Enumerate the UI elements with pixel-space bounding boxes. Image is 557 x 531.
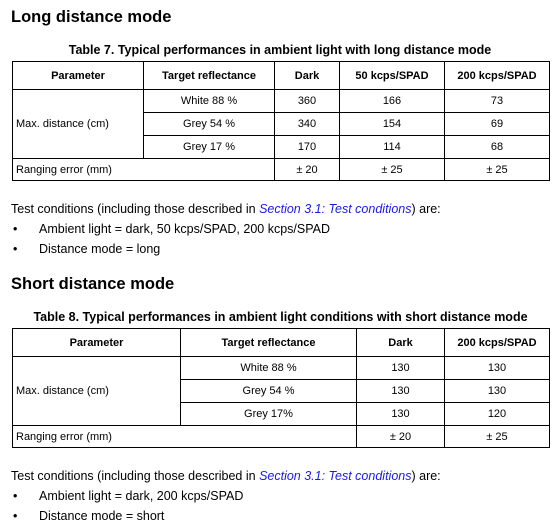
bullet-icon: • — [13, 509, 18, 523]
ranging-error-label: Ranging error (mm) — [12, 158, 275, 181]
header-parameter: Parameter — [12, 328, 181, 357]
table-long: Parameter Target reflectance Dark 50 kcp… — [12, 61, 550, 181]
section-title-short: Short distance mode — [11, 275, 175, 293]
list-item-text: Distance mode = short — [39, 509, 165, 523]
table-short: Parameter Target reflectance Dark 200 kc… — [12, 328, 550, 448]
list-item-text: Ambient light = dark, 50 kcps/SPAD, 200 … — [39, 222, 330, 236]
test-conditions-long: Test conditions (including those describ… — [11, 199, 441, 219]
conditions-list-long: • Ambient light = dark, 50 kcps/SPAD, 200… — [11, 219, 330, 259]
cell-value: 130 — [444, 356, 550, 380]
ranging-error-label: Ranging error (mm) — [12, 425, 357, 448]
list-item-text: Distance mode = long — [39, 242, 161, 256]
header-target-reflectance: Target reflectance — [143, 61, 275, 90]
cell-value: ± 25 — [339, 158, 445, 181]
test-conditions-prefix: Test conditions (including those describ… — [11, 202, 260, 216]
table-row: Max. distance (cm) White 88 % 130 130 — [12, 356, 550, 426]
cell-value: 114 — [339, 135, 445, 159]
table-row: Grey 54 % 130 130 — [13, 379, 550, 403]
cell-value: ± 20 — [274, 158, 340, 181]
cell-reflectance: White 88 % — [180, 356, 357, 380]
table-header-row: Parameter Target reflectance Dark 50 kcp… — [12, 61, 550, 90]
list-item: • Distance mode = short — [11, 506, 243, 526]
cell-value: ± 25 — [444, 158, 550, 181]
section-link[interactable]: Section 3.1: Test conditions — [259, 202, 412, 216]
cell-value: ± 20 — [356, 425, 445, 448]
table-row: Ranging error (mm) ± 20 ± 25 — [12, 425, 550, 448]
cell-value: 130 — [444, 379, 550, 403]
section-link[interactable]: Section 3.1: Test conditions — [259, 469, 412, 483]
table-row: Grey 54 % 340 154 69 — [13, 112, 550, 136]
cell-value: 154 — [339, 112, 445, 136]
test-conditions-prefix: Test conditions (including those describ… — [11, 469, 260, 483]
bullet-icon: • — [13, 222, 18, 236]
table-row: Grey 17% 130 120 — [13, 402, 550, 426]
table-caption-long: Table 7. Typical performances in ambient… — [68, 43, 492, 57]
max-distance-label: Max. distance (cm) — [12, 89, 144, 159]
bullet-icon: • — [13, 489, 18, 503]
cell-reflectance: Grey 54 % — [180, 379, 357, 403]
bullet-icon: • — [13, 242, 18, 256]
header-dark: Dark — [356, 328, 445, 357]
header-50-kcps: 50 kcps/SPAD — [339, 61, 445, 90]
cell-value: 130 — [356, 379, 445, 403]
cell-value: ± 25 — [444, 425, 550, 448]
cell-value: 120 — [444, 402, 550, 426]
test-conditions-short: Test conditions (including those describ… — [11, 466, 441, 486]
conditions-list-short: • Ambient light = dark, 200 kcps/SPAD • Di… — [11, 486, 243, 526]
cell-value: 166 — [339, 89, 445, 113]
header-200-kcps: 200 kcps/SPAD — [444, 328, 550, 357]
cell-reflectance: Grey 17 % — [143, 135, 275, 159]
cell-value: 360 — [274, 89, 340, 113]
test-conditions-suffix: ) are: — [411, 469, 441, 483]
table-caption-short: Table 8. Typical performances in ambient… — [33, 310, 528, 324]
cell-value: 170 — [274, 135, 340, 159]
max-distance-label: Max. distance (cm) — [12, 356, 181, 426]
header-200-kcps: 200 kcps/SPAD — [444, 61, 550, 90]
list-item-text: Ambient light = dark, 200 kcps/SPAD — [39, 489, 244, 503]
list-item: • Ambient light = dark, 200 kcps/SPAD — [11, 486, 243, 506]
table-header-row: Parameter Target reflectance Dark 200 kc… — [12, 328, 550, 357]
cell-reflectance: White 88 % — [143, 89, 275, 113]
cell-reflectance: Grey 54 % — [143, 112, 275, 136]
test-conditions-suffix: ) are: — [411, 202, 441, 216]
cell-value: 69 — [444, 112, 550, 136]
header-parameter: Parameter — [12, 61, 144, 90]
list-item: • Distance mode = long — [11, 239, 330, 259]
cell-value: 130 — [356, 402, 445, 426]
cell-value: 73 — [444, 89, 550, 113]
table-row: Ranging error (mm) ± 20 ± 25 ± 25 — [12, 158, 550, 181]
cell-reflectance: Grey 17% — [180, 402, 357, 426]
table-row: Grey 17 % 170 114 68 — [13, 135, 550, 159]
list-item: • Ambient light = dark, 50 kcps/SPAD, 200… — [11, 219, 330, 239]
cell-value: 68 — [444, 135, 550, 159]
cell-value: 340 — [274, 112, 340, 136]
header-target-reflectance: Target reflectance — [180, 328, 357, 357]
section-title-long: Long distance mode — [11, 8, 172, 26]
table-row: Max. distance (cm) White 88 % 360 166 73 — [12, 89, 550, 159]
header-dark: Dark — [274, 61, 340, 90]
cell-value: 130 — [356, 356, 445, 380]
